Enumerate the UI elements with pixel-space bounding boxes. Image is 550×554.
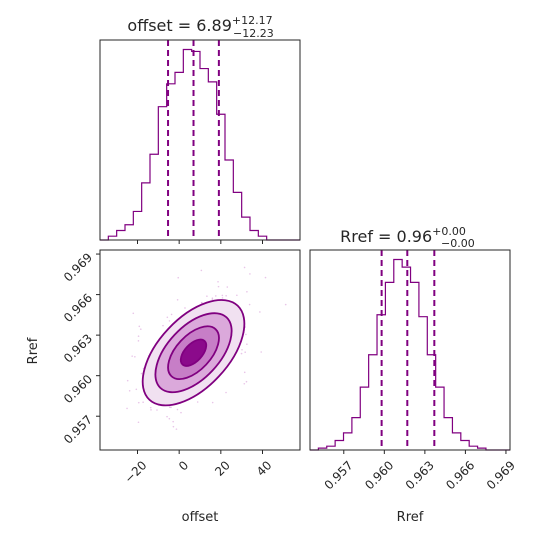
offset-xtick-label-1: 0 bbox=[176, 458, 191, 473]
scatter-point bbox=[129, 390, 131, 392]
scatter-point bbox=[169, 320, 171, 322]
scatter-point bbox=[222, 297, 224, 299]
y-axis-label-rref: Rref bbox=[26, 337, 41, 364]
scatter-point bbox=[141, 373, 143, 375]
scatter-point bbox=[245, 334, 247, 336]
rref-ytick-label-1: 0.960 bbox=[61, 372, 95, 406]
rref-ytick-label-0: 0.957 bbox=[61, 412, 95, 446]
scatter-point bbox=[138, 326, 140, 328]
scatter-point bbox=[244, 372, 246, 374]
rref-ytick-label-3: 0.966 bbox=[61, 291, 95, 325]
scatter-point bbox=[217, 281, 219, 283]
offset-title-lower: −12.23 bbox=[233, 27, 274, 40]
scatter-point bbox=[177, 277, 179, 279]
rref-histogram-step bbox=[310, 260, 510, 450]
scatter-point bbox=[138, 340, 140, 342]
scatter-point bbox=[177, 409, 179, 411]
scatter-point bbox=[176, 428, 178, 430]
offset-title-value: 6.89 bbox=[196, 16, 232, 35]
scatter-point bbox=[212, 402, 214, 404]
scatter-point bbox=[244, 351, 246, 353]
scatter-point bbox=[201, 302, 203, 304]
offset-histogram-frame bbox=[100, 40, 300, 240]
scatter-point bbox=[167, 316, 169, 318]
scatter-point bbox=[142, 401, 144, 403]
scatter-point bbox=[225, 392, 227, 394]
scatter-point bbox=[177, 299, 179, 301]
rref-histogram-panel: 0.957 0.960 0.963 0.966 0.969 bbox=[310, 250, 518, 492]
scatter-point bbox=[156, 409, 158, 411]
scatter-point bbox=[197, 401, 199, 403]
offset-xtick-label-3: 40 bbox=[254, 458, 275, 479]
scatter-point bbox=[136, 389, 138, 391]
x-axis-label-offset: offset bbox=[182, 510, 219, 525]
scatter-point bbox=[236, 294, 238, 296]
scatter-point bbox=[162, 325, 164, 327]
scatter-point bbox=[138, 335, 140, 337]
scatter-point bbox=[249, 304, 251, 306]
scatter-point bbox=[169, 418, 171, 420]
rref-hist-xtick-label-3: 0.966 bbox=[443, 458, 477, 492]
scatter-point bbox=[132, 312, 134, 314]
rref-hist-xtick-label-4: 0.969 bbox=[484, 458, 518, 492]
offset-histogram-step bbox=[100, 50, 300, 240]
scatter-point bbox=[138, 421, 140, 423]
offset-rref-contour-panel: −20 0 20 40 0.957 0.960 0.963 0.966 0.969 bbox=[61, 250, 300, 486]
scatter-point bbox=[171, 314, 173, 316]
scatter-point bbox=[260, 351, 262, 353]
scatter-point bbox=[140, 328, 142, 330]
offset-xtick-label-0: −20 bbox=[122, 458, 150, 486]
scatter-point bbox=[241, 353, 243, 355]
rref-hist-xtick-label-2: 0.963 bbox=[403, 458, 437, 492]
scatter-point bbox=[246, 291, 248, 293]
scatter-point bbox=[184, 307, 186, 309]
rref-hist-xtick-label-1: 0.960 bbox=[362, 458, 396, 492]
scatter-point bbox=[201, 270, 203, 272]
x-axis-label-rref: Rref bbox=[397, 510, 424, 525]
rref-title-lower: −0.00 bbox=[441, 237, 475, 250]
rref-title-prefix: Rref = bbox=[340, 227, 396, 246]
offset-title-upper: +12.17 bbox=[232, 14, 273, 27]
scatter-point bbox=[131, 355, 133, 357]
scatter-point bbox=[218, 286, 220, 288]
scatter-point bbox=[134, 356, 136, 358]
scatter-point bbox=[180, 412, 182, 414]
rref-hist-xtick-label-0: 0.957 bbox=[322, 458, 356, 492]
offset-xtick-label-2: 20 bbox=[212, 458, 233, 479]
scatter-point bbox=[172, 421, 174, 423]
rref-ytick-label-4: 0.969 bbox=[61, 250, 95, 284]
scatter-point bbox=[265, 277, 267, 279]
scatter-point bbox=[285, 304, 287, 306]
scatter-point bbox=[225, 295, 227, 297]
scatter-point bbox=[249, 273, 251, 275]
scatter-point bbox=[244, 267, 246, 269]
scatter-point bbox=[138, 402, 140, 404]
scatter-point bbox=[226, 286, 228, 288]
scatter-point bbox=[259, 311, 261, 313]
scatter-point bbox=[173, 426, 175, 428]
scatter-point bbox=[127, 380, 129, 382]
scatter-point bbox=[241, 349, 243, 351]
rref-title-value: 0.96 bbox=[397, 227, 433, 246]
scatter-point bbox=[150, 407, 152, 409]
offset-title-prefix: offset = bbox=[127, 16, 196, 35]
scatter-point bbox=[246, 381, 248, 383]
scatter-point bbox=[215, 295, 217, 297]
scatter-point bbox=[170, 407, 172, 409]
scatter-point bbox=[243, 383, 245, 385]
scatter-point bbox=[166, 416, 168, 418]
offset-histogram-panel bbox=[100, 40, 300, 244]
scatter-point bbox=[222, 295, 224, 297]
scatter-point bbox=[212, 297, 214, 299]
scatter-point bbox=[206, 295, 208, 297]
scatter-point bbox=[126, 408, 128, 410]
scatter-point bbox=[246, 343, 248, 345]
scatter-point bbox=[150, 409, 152, 411]
rref-ytick-label-2: 0.963 bbox=[61, 331, 95, 365]
